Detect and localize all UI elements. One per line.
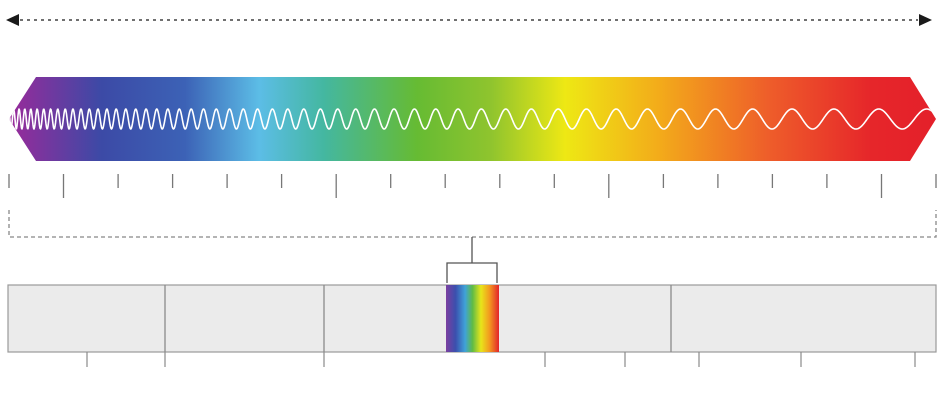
bottom-bar	[7, 284, 937, 353]
arrow-left-head	[6, 14, 19, 26]
spectrum-band	[9, 77, 936, 161]
scale-ticks	[8, 174, 937, 198]
range-arrow	[6, 14, 932, 26]
wave-line	[9, 108, 933, 130]
spectrum-gradient-fill	[9, 77, 936, 161]
connector-bracket	[446, 262, 498, 283]
bracket-dashed-line	[8, 210, 937, 238]
zoom-connector	[446, 237, 498, 283]
arrow-right-head	[919, 14, 932, 26]
visible-light-band	[446, 285, 499, 352]
dashed-bracket	[8, 210, 937, 238]
bottom-ticks	[86, 352, 916, 367]
